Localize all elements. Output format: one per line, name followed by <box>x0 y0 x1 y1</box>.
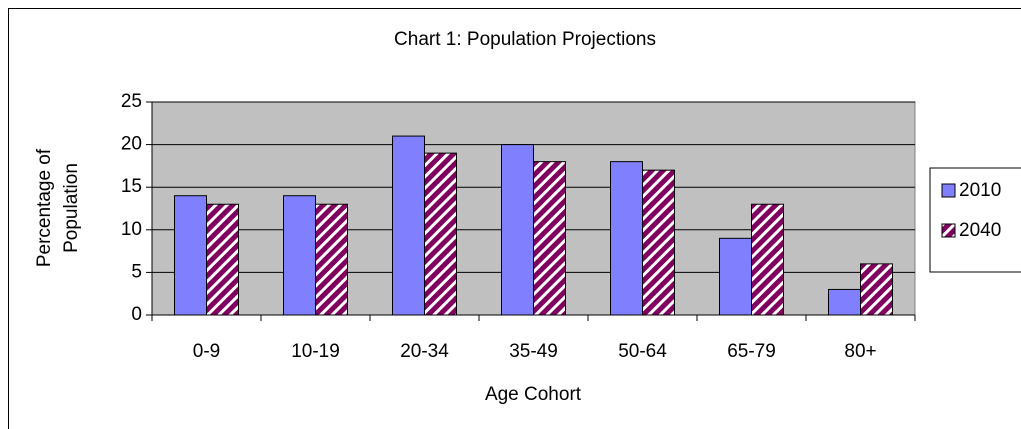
bar <box>206 203 239 316</box>
bar <box>392 135 425 316</box>
bar <box>283 195 316 316</box>
legend-label: 2040 <box>959 220 1001 241</box>
chart-title: Chart 1: Population Projections <box>394 29 656 50</box>
y-tick-label: 25 <box>121 91 142 112</box>
bar <box>719 237 752 316</box>
bar <box>751 203 784 316</box>
x-tick-label: 65-79 <box>727 341 776 362</box>
y-axis-label: Population <box>61 163 82 253</box>
bar <box>610 161 643 316</box>
y-tick-label: 5 <box>131 261 142 282</box>
y-tick-label: 0 <box>131 304 142 325</box>
x-axis-label: Age Cohort <box>485 384 582 405</box>
legend-swatch <box>941 183 956 198</box>
bar <box>174 195 207 316</box>
bar <box>424 152 457 316</box>
legend-label: 2010 <box>959 180 1001 201</box>
x-tick-label: 20-34 <box>400 341 449 362</box>
bar <box>828 288 861 316</box>
bar <box>860 263 893 316</box>
legend-swatch <box>941 223 956 238</box>
x-tick-label: 35-49 <box>509 341 558 362</box>
y-axis-label: Percentage of <box>34 148 55 267</box>
x-tick-label: 0-9 <box>193 341 220 362</box>
x-tick-label: 10-19 <box>291 341 340 362</box>
bar <box>533 161 566 316</box>
bar <box>501 144 534 316</box>
y-tick-label: 20 <box>121 134 142 155</box>
y-tick-label: 15 <box>121 176 142 197</box>
x-tick-label: 80+ <box>844 341 876 362</box>
bar <box>642 169 675 316</box>
x-tick-label: 50-64 <box>618 341 667 362</box>
y-tick-label: 10 <box>121 219 142 240</box>
bar <box>315 203 348 316</box>
